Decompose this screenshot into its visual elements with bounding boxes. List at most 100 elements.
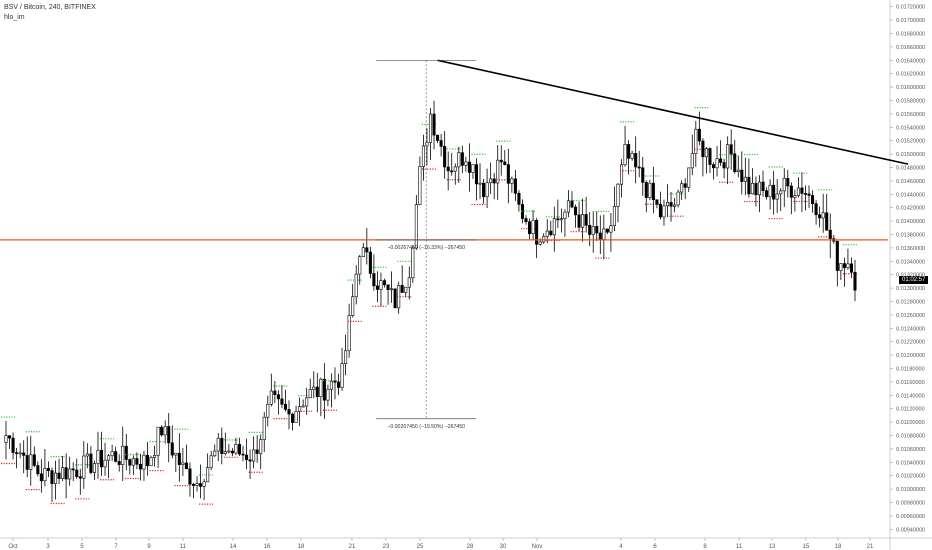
y-tick-label: 0.00980000 bbox=[896, 501, 925, 507]
y-tick-label: 0.01120000 bbox=[896, 407, 925, 413]
candle-body bbox=[687, 167, 691, 188]
candle-body bbox=[425, 142, 429, 147]
candle-body bbox=[602, 228, 606, 240]
candle-body bbox=[78, 476, 82, 479]
x-tick-label: 11 bbox=[180, 544, 187, 550]
candle-body bbox=[690, 153, 694, 169]
candle-body bbox=[577, 214, 581, 228]
candle-body bbox=[29, 454, 33, 470]
y-tick-label: 0.01600000 bbox=[896, 85, 925, 91]
y-tick-label: 0.00940000 bbox=[896, 527, 925, 533]
candle-body bbox=[96, 449, 100, 464]
x-tick-label: 3 bbox=[46, 544, 50, 550]
candle-body bbox=[673, 204, 677, 207]
candle-body bbox=[842, 263, 846, 269]
candle-body bbox=[110, 451, 114, 457]
candle-body bbox=[658, 203, 662, 218]
candle-body bbox=[482, 182, 486, 198]
candle-body bbox=[160, 426, 164, 436]
y-tick-label: 0.00960000 bbox=[896, 514, 925, 520]
candle-body bbox=[333, 380, 337, 383]
trend-line bbox=[437, 59, 909, 165]
candle-body bbox=[535, 219, 539, 245]
candle-body bbox=[138, 463, 142, 470]
candle-body bbox=[680, 183, 684, 193]
candle-body bbox=[818, 214, 822, 219]
candle-body bbox=[53, 472, 58, 484]
candle-body bbox=[404, 286, 408, 293]
x-tick-label: 16 bbox=[264, 544, 271, 550]
candle-body bbox=[644, 182, 648, 198]
y-tick-label: 0.01040000 bbox=[896, 460, 925, 466]
indicator-name: hlo_im bbox=[4, 14, 25, 21]
x-tick-label: 14 bbox=[230, 544, 237, 550]
candle-body bbox=[103, 459, 107, 468]
y-tick-label: 0.01160000 bbox=[896, 380, 925, 386]
y-tick-label: 0.01260000 bbox=[896, 313, 925, 319]
candle-body bbox=[835, 240, 839, 271]
candle-body bbox=[754, 183, 758, 196]
candle-body bbox=[510, 178, 514, 184]
candle-body bbox=[719, 158, 723, 163]
x-tick-label: 21 bbox=[349, 544, 356, 550]
y-tick-label: 0.01360000 bbox=[896, 246, 925, 252]
candle-body bbox=[358, 256, 362, 275]
candle-body bbox=[354, 273, 358, 298]
candle-body bbox=[262, 416, 266, 440]
candle-body bbox=[241, 453, 245, 456]
candle-body bbox=[655, 199, 659, 205]
candle-body bbox=[135, 458, 139, 465]
x-tick-label: 23 bbox=[383, 544, 390, 550]
candle-body bbox=[588, 225, 592, 235]
candle-body bbox=[368, 251, 372, 274]
candle-body bbox=[701, 140, 705, 158]
candle-body bbox=[545, 230, 549, 237]
candle-body bbox=[294, 411, 298, 423]
candle-body bbox=[291, 413, 295, 423]
candle-body bbox=[50, 470, 54, 484]
candle-body bbox=[496, 159, 500, 184]
y-tick-label: 0.01060000 bbox=[896, 447, 925, 453]
candle-body bbox=[711, 164, 716, 169]
candle-body bbox=[552, 218, 556, 236]
candle-body bbox=[22, 452, 26, 456]
y-tick-label: 0.01380000 bbox=[896, 233, 925, 239]
x-tick-label: 30 bbox=[500, 544, 507, 550]
candle-body bbox=[315, 386, 319, 398]
candle-body bbox=[623, 144, 627, 166]
candle-body bbox=[202, 481, 206, 487]
y-tick-label: 0.01500000 bbox=[896, 152, 925, 158]
candle-body bbox=[361, 247, 365, 257]
candle-body bbox=[68, 468, 72, 480]
candle-body bbox=[365, 247, 369, 253]
x-tick-label: 9 bbox=[147, 544, 151, 550]
candle-body bbox=[252, 449, 256, 462]
y-tick-label: 0.01320000 bbox=[896, 273, 925, 279]
candle-body bbox=[485, 182, 489, 198]
candle-body bbox=[220, 437, 224, 454]
candle-body bbox=[612, 206, 616, 227]
candle-body bbox=[634, 153, 638, 168]
candle-body bbox=[768, 184, 772, 198]
candle-body bbox=[89, 453, 93, 473]
candle-body bbox=[743, 176, 747, 182]
candle-body bbox=[255, 449, 259, 454]
measure-lower-label: −0.00267450 (−19.50%) −267450 bbox=[387, 424, 465, 430]
candle-body bbox=[107, 455, 111, 461]
candle-body bbox=[379, 280, 383, 290]
last-price-label: 01:02:57 bbox=[899, 276, 929, 284]
candle-body bbox=[619, 164, 624, 185]
candle-body bbox=[782, 178, 786, 192]
candle-body bbox=[347, 315, 351, 352]
candle-body bbox=[216, 437, 220, 452]
candle-body bbox=[669, 202, 673, 207]
candle-body bbox=[531, 219, 535, 234]
y-tick-label: 0.01440000 bbox=[896, 192, 925, 198]
candle-body bbox=[807, 193, 811, 196]
candle-body bbox=[124, 445, 128, 460]
candle-body bbox=[648, 182, 652, 198]
y-tick-label: 0.01180000 bbox=[896, 367, 925, 373]
candle-body bbox=[85, 453, 89, 457]
candle-body bbox=[32, 454, 36, 466]
